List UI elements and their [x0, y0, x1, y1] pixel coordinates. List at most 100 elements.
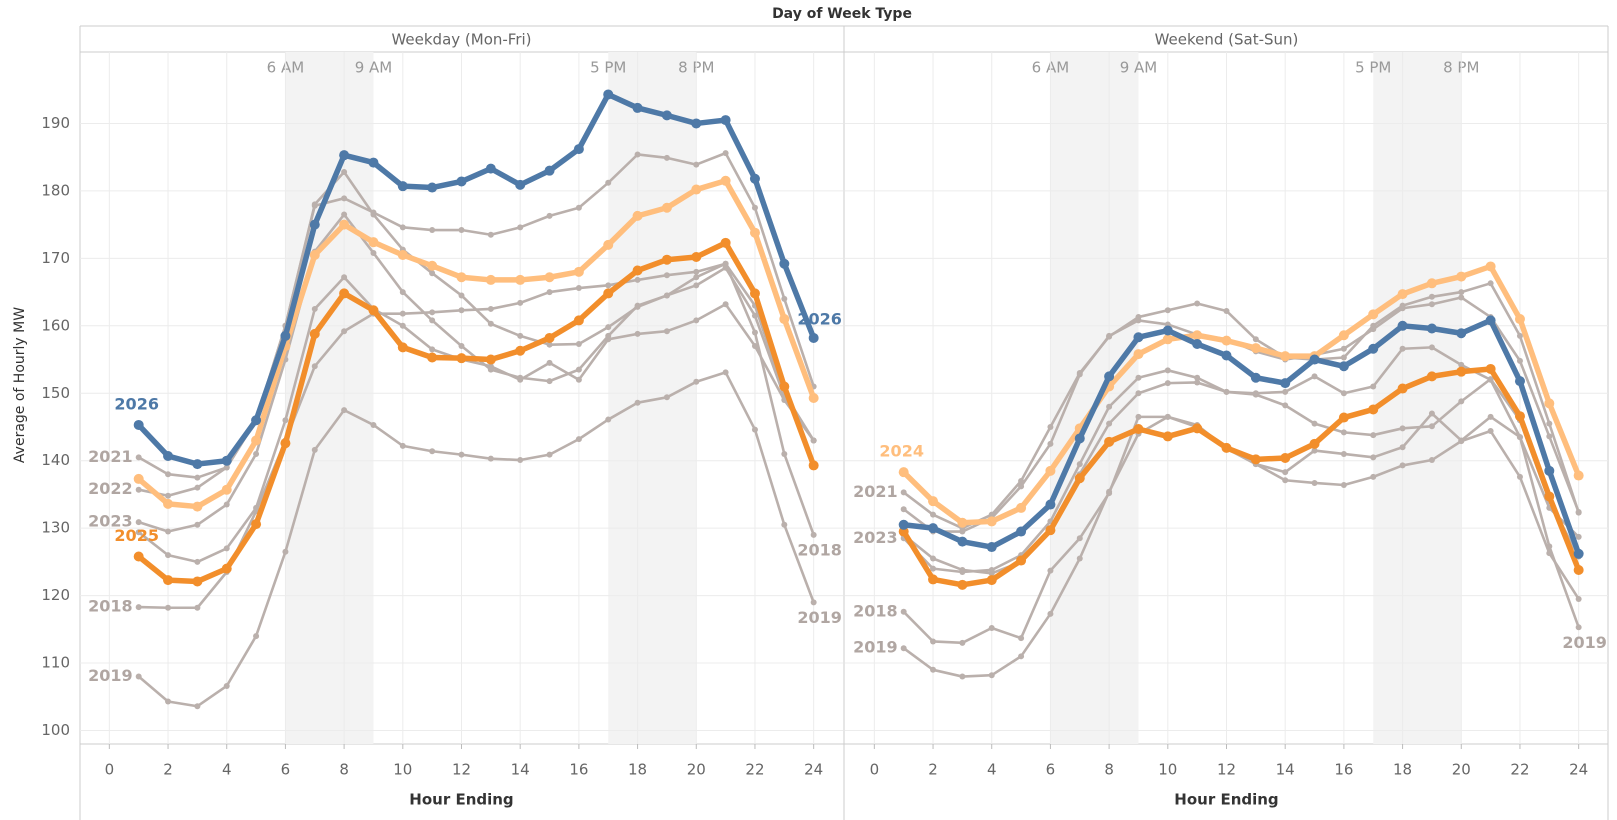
point [546, 451, 553, 458]
point [1018, 635, 1025, 642]
point [957, 579, 968, 590]
point [341, 169, 348, 176]
point [546, 378, 553, 385]
point [1135, 314, 1142, 321]
x-tick-label: 4 [222, 761, 232, 779]
point [544, 272, 555, 283]
point [1016, 526, 1027, 537]
point [311, 201, 318, 208]
point [487, 366, 494, 373]
y-tick-label: 110 [41, 654, 70, 672]
series-label: 2018 [797, 540, 842, 559]
point [1076, 555, 1083, 562]
point [1162, 431, 1173, 442]
point [930, 511, 937, 518]
x-tick-label: 12 [452, 761, 471, 779]
point [1162, 334, 1173, 345]
y-tick-label: 150 [41, 384, 70, 402]
point [605, 282, 612, 289]
point [751, 426, 758, 433]
point [485, 274, 496, 285]
point [1282, 388, 1289, 395]
point [720, 115, 731, 126]
point [1047, 423, 1054, 430]
x-tick-label: 8 [339, 761, 349, 779]
point [370, 211, 377, 218]
point [165, 698, 172, 705]
point [1282, 477, 1289, 484]
point [487, 305, 494, 312]
point [133, 419, 144, 430]
point [133, 473, 144, 484]
point [1544, 491, 1555, 502]
point [1516, 473, 1523, 480]
y-tick-label: 180 [41, 181, 70, 199]
point [194, 703, 201, 710]
point [605, 179, 612, 186]
point [1485, 315, 1496, 326]
point [779, 258, 790, 269]
point [1340, 450, 1347, 457]
point [575, 436, 582, 443]
point [1456, 366, 1467, 377]
point [165, 604, 172, 611]
point [515, 274, 526, 285]
point [1280, 378, 1291, 389]
point [1573, 548, 1584, 559]
point [544, 165, 555, 176]
series-label: 2019 [1562, 633, 1607, 652]
point [691, 118, 702, 129]
point [1487, 413, 1494, 420]
point [1221, 442, 1232, 453]
point [399, 310, 406, 317]
point [1485, 363, 1496, 374]
x-axis-title: Hour Ending [409, 791, 513, 809]
point [165, 552, 172, 559]
series-label: 2023 [853, 528, 898, 547]
series-line [902, 369, 1580, 574]
point [928, 574, 939, 585]
point [1340, 354, 1347, 361]
point [1135, 413, 1142, 420]
band-label: 9 AM [355, 59, 393, 77]
point [1573, 470, 1584, 481]
point [1104, 371, 1115, 382]
x-tick-label: 12 [1217, 761, 1236, 779]
band-label: 5 PM [590, 59, 626, 77]
series-label: 2026 [114, 394, 159, 413]
point [1280, 351, 1291, 362]
point [399, 442, 406, 449]
point [1311, 420, 1318, 427]
point [370, 249, 377, 256]
point [309, 328, 320, 339]
point [1575, 595, 1582, 602]
point [605, 416, 612, 423]
point [1045, 465, 1056, 476]
point [1016, 555, 1027, 566]
point [487, 455, 494, 462]
point [810, 437, 817, 444]
point [1018, 653, 1025, 660]
series-line [903, 317, 1582, 555]
x-axis-title: Hour Ending [1174, 791, 1278, 809]
point [458, 292, 465, 299]
point [722, 369, 729, 376]
point [1338, 330, 1349, 341]
point [1133, 424, 1144, 435]
x-tick-label: 20 [1452, 761, 1471, 779]
point [429, 448, 436, 455]
point [1106, 333, 1113, 340]
panel: Weekday (Mon-Fri)6 AM 9 AM 5 PM 8 PM0 2 4 6 8 10… [80, 31, 843, 809]
point [1164, 307, 1171, 314]
panel: Weekend (Sat-Sun)6 AM 9 AM 5 PM 8 PM0 2 4 6 8 10… [845, 31, 1608, 809]
point [1282, 469, 1289, 476]
point [1311, 479, 1318, 486]
point [988, 511, 995, 518]
point [898, 519, 909, 530]
point [1370, 383, 1377, 390]
point [1426, 323, 1437, 334]
point [575, 285, 582, 292]
point [781, 295, 788, 302]
point [163, 498, 174, 509]
y-tick-label: 170 [41, 249, 70, 267]
